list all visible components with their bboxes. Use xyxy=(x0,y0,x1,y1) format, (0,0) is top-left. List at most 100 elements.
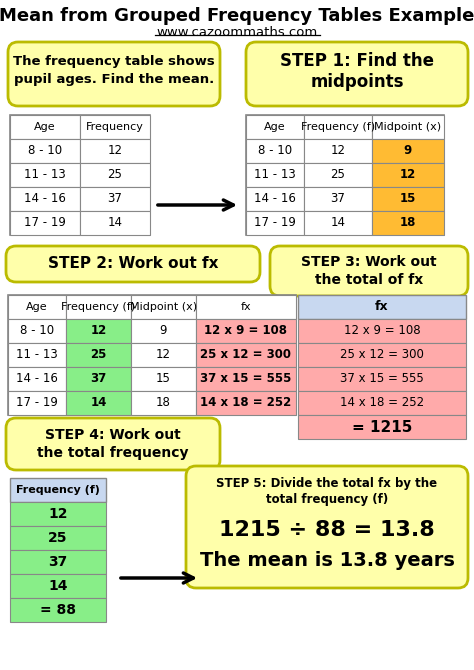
Text: 17 - 19: 17 - 19 xyxy=(16,397,58,409)
Text: 12: 12 xyxy=(108,145,122,157)
Text: 37 x 15 = 555: 37 x 15 = 555 xyxy=(340,373,424,385)
Bar xyxy=(80,115,150,139)
Bar xyxy=(10,163,80,187)
Text: 25: 25 xyxy=(48,531,68,545)
Text: 12 x 9 = 108: 12 x 9 = 108 xyxy=(344,324,420,338)
Bar xyxy=(372,163,444,187)
Bar xyxy=(66,343,131,367)
Text: STEP 2: Work out fx: STEP 2: Work out fx xyxy=(48,257,218,271)
Bar xyxy=(196,319,296,343)
Text: 25 x 12 = 300: 25 x 12 = 300 xyxy=(340,348,424,362)
Text: 37: 37 xyxy=(330,192,346,206)
Bar xyxy=(10,115,150,235)
Text: Frequency: Frequency xyxy=(86,122,144,132)
Text: 8 - 10: 8 - 10 xyxy=(258,145,292,157)
Text: 25: 25 xyxy=(108,168,122,182)
Bar xyxy=(131,343,196,367)
Bar xyxy=(10,211,80,235)
Text: Age: Age xyxy=(26,302,48,312)
Text: STEP 4: Work out: STEP 4: Work out xyxy=(45,428,181,442)
Text: 14: 14 xyxy=(48,579,68,593)
Bar xyxy=(196,391,296,415)
Text: 9: 9 xyxy=(404,145,412,157)
Bar xyxy=(304,211,372,235)
Text: 25: 25 xyxy=(330,168,346,182)
Bar xyxy=(246,115,444,235)
Text: Age: Age xyxy=(34,122,56,132)
Bar xyxy=(196,367,296,391)
Bar xyxy=(304,163,372,187)
Text: Midpoint (x): Midpoint (x) xyxy=(374,122,442,132)
Text: fx: fx xyxy=(375,301,389,314)
Text: 14 - 16: 14 - 16 xyxy=(24,192,66,206)
Bar xyxy=(8,367,66,391)
Text: total frequency (f): total frequency (f) xyxy=(266,494,388,507)
Text: = 1215: = 1215 xyxy=(352,419,412,435)
Bar xyxy=(80,187,150,211)
Bar xyxy=(246,115,304,139)
FancyBboxPatch shape xyxy=(186,466,468,588)
Text: 15: 15 xyxy=(156,373,171,385)
Bar xyxy=(10,502,106,526)
Text: 15: 15 xyxy=(400,192,416,206)
Bar xyxy=(66,319,131,343)
Text: 8 - 10: 8 - 10 xyxy=(28,145,62,157)
Bar xyxy=(304,187,372,211)
Text: Mean from Grouped Frequency Tables Example: Mean from Grouped Frequency Tables Examp… xyxy=(0,7,474,25)
Text: The frequency table shows: The frequency table shows xyxy=(13,56,215,68)
Text: midpoints: midpoints xyxy=(310,73,404,91)
Text: the total of fx: the total of fx xyxy=(315,273,423,287)
Bar xyxy=(10,598,106,622)
Bar xyxy=(10,187,80,211)
Text: = 88: = 88 xyxy=(40,603,76,617)
Bar xyxy=(8,343,66,367)
Bar xyxy=(304,139,372,163)
Bar xyxy=(80,139,150,163)
Text: 37: 37 xyxy=(108,192,122,206)
FancyBboxPatch shape xyxy=(6,418,220,470)
Text: 12 x 9 = 108: 12 x 9 = 108 xyxy=(204,324,288,338)
Text: 17 - 19: 17 - 19 xyxy=(24,216,66,230)
FancyBboxPatch shape xyxy=(270,246,468,296)
Bar xyxy=(298,295,466,319)
Bar xyxy=(8,391,66,415)
Bar xyxy=(246,187,304,211)
Bar xyxy=(66,295,131,319)
Bar xyxy=(304,115,372,139)
Text: 12: 12 xyxy=(48,507,68,521)
Text: Midpoint (x): Midpoint (x) xyxy=(130,302,197,312)
Text: 12: 12 xyxy=(156,348,171,362)
Text: 12: 12 xyxy=(400,168,416,182)
Bar xyxy=(80,211,150,235)
Text: Age: Age xyxy=(264,122,286,132)
Text: 1215 ÷ 88 = 13.8: 1215 ÷ 88 = 13.8 xyxy=(219,520,435,540)
Text: 12: 12 xyxy=(91,324,107,338)
Text: pupil ages. Find the mean.: pupil ages. Find the mean. xyxy=(14,74,214,86)
Bar xyxy=(66,367,131,391)
Text: STEP 1: Find the: STEP 1: Find the xyxy=(280,52,434,70)
Text: 8 - 10: 8 - 10 xyxy=(20,324,54,338)
Bar xyxy=(66,391,131,415)
Text: 14 x 18 = 252: 14 x 18 = 252 xyxy=(340,397,424,409)
Bar xyxy=(372,115,444,139)
Text: 11 - 13: 11 - 13 xyxy=(254,168,296,182)
Bar xyxy=(196,295,296,319)
Text: the total frequency: the total frequency xyxy=(37,446,189,460)
Bar xyxy=(372,211,444,235)
Bar xyxy=(131,391,196,415)
Bar xyxy=(8,319,66,343)
Text: 18: 18 xyxy=(156,397,171,409)
Text: 37: 37 xyxy=(48,555,68,569)
Text: 12: 12 xyxy=(330,145,346,157)
Bar xyxy=(246,163,304,187)
Text: 37: 37 xyxy=(91,373,107,385)
Text: www.cazoommaths.com: www.cazoommaths.com xyxy=(156,25,318,38)
Text: The mean is 13.8 years: The mean is 13.8 years xyxy=(200,551,455,570)
Text: 18: 18 xyxy=(400,216,416,230)
Bar xyxy=(10,526,106,550)
Bar xyxy=(298,391,466,415)
Bar xyxy=(246,139,304,163)
Text: 11 - 13: 11 - 13 xyxy=(24,168,66,182)
Text: Frequency (f): Frequency (f) xyxy=(62,302,136,312)
Bar xyxy=(8,295,296,415)
